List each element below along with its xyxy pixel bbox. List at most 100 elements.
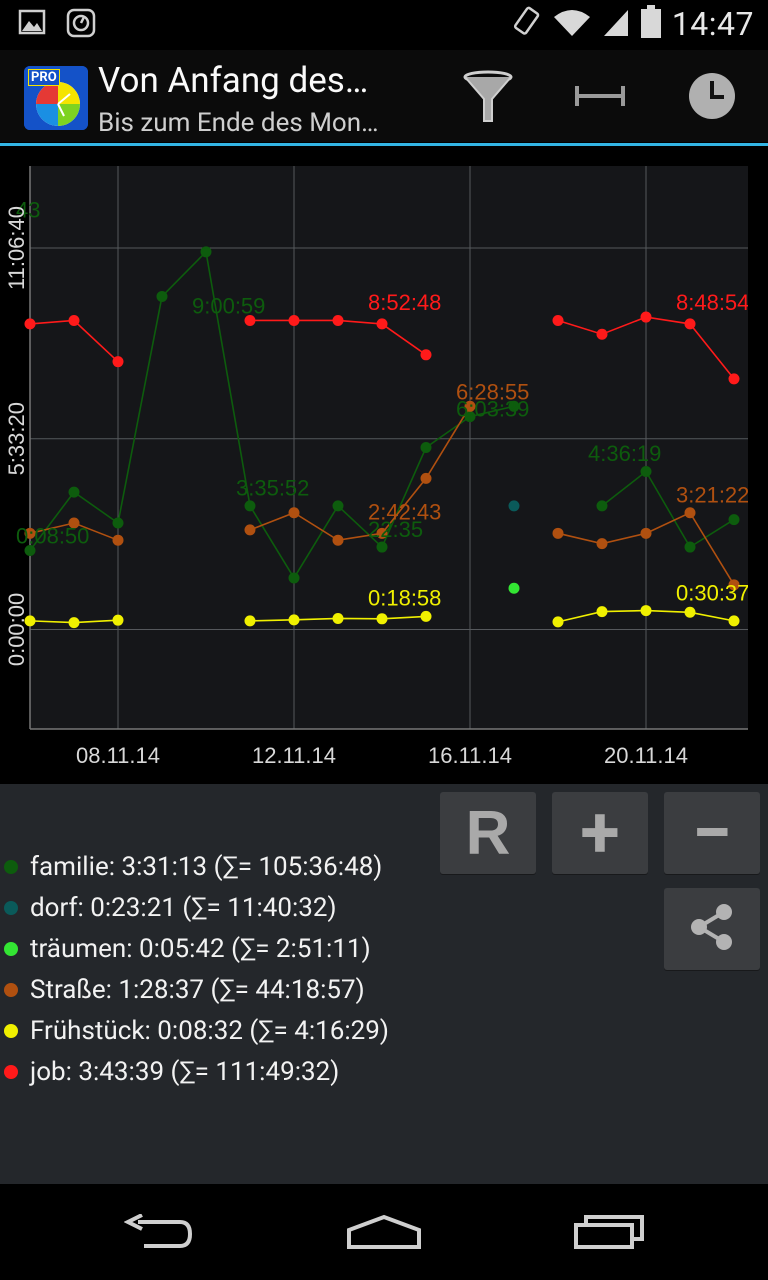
data-point xyxy=(332,314,344,326)
data-label: 8:52:48 xyxy=(368,290,441,315)
data-point xyxy=(376,318,388,330)
data-point xyxy=(552,314,564,326)
data-point xyxy=(684,541,696,553)
app-clock-icon xyxy=(66,8,96,42)
data-point xyxy=(596,606,608,618)
data-point xyxy=(464,400,476,412)
data-point xyxy=(68,314,80,326)
back-button[interactable] xyxy=(104,1204,214,1264)
range-icon xyxy=(573,84,627,112)
data-point xyxy=(420,442,432,453)
data-point xyxy=(332,534,344,546)
legend-item-fruehstueck: Frühstück: 0:08:32 (∑= 4:16:29) xyxy=(4,1016,389,1046)
reset-label: R xyxy=(465,798,511,868)
data-point xyxy=(640,466,652,478)
data-label: 4:36:19 xyxy=(588,441,661,466)
data-point xyxy=(596,538,608,550)
data-point xyxy=(332,612,344,624)
data-point xyxy=(552,527,564,539)
data-label: 3:35:52 xyxy=(236,476,309,501)
legend-dot xyxy=(4,860,18,874)
series-line xyxy=(249,405,471,542)
data-point xyxy=(508,582,520,594)
data-label: 6:28:55 xyxy=(456,379,529,404)
data-point xyxy=(640,605,652,617)
data-label: 0:18:58 xyxy=(368,585,441,610)
data-point xyxy=(68,617,80,629)
legend-item-traeumen: träumen: 0:05:42 (∑= 2:51:11) xyxy=(4,934,371,964)
series-line xyxy=(601,470,735,549)
navigation-bar xyxy=(0,1184,768,1280)
data-point xyxy=(640,311,652,323)
data-label: 3:21:22 xyxy=(676,482,749,507)
legend-label: Frühstück: 0:08:32 (∑= 4:16:29) xyxy=(30,1016,389,1046)
data-point xyxy=(552,616,564,628)
home-button[interactable] xyxy=(329,1204,439,1264)
data-label: 6:03:39 xyxy=(456,397,529,422)
share-button[interactable] xyxy=(664,888,760,970)
data-point xyxy=(68,517,80,529)
data-point xyxy=(112,614,124,626)
legend-item-familie: familie: 3:31:13 (∑= 105:36:48) xyxy=(4,852,382,882)
zoom-in-button[interactable]: + xyxy=(552,792,648,874)
status-bar: 14:47 xyxy=(0,0,768,50)
recents-button[interactable] xyxy=(554,1204,664,1264)
legend-item-job: job: 3:43:39 (∑= 111:49:32) xyxy=(4,1057,339,1087)
data-label: 0:30:37 xyxy=(676,580,749,605)
reset-button[interactable]: R xyxy=(440,792,536,874)
legend-dot xyxy=(4,983,18,997)
data-point xyxy=(596,328,608,340)
legend-dot xyxy=(4,901,18,915)
legend-item-dorf: dorf: 0:23:21 (∑= 11:40:32) xyxy=(4,893,337,923)
battery-icon xyxy=(640,5,662,43)
x-tick-label: 16.11.14 xyxy=(428,743,512,768)
data-point xyxy=(24,615,36,627)
data-point xyxy=(288,314,300,326)
data-point xyxy=(684,606,696,618)
data-point xyxy=(596,500,608,512)
back-icon xyxy=(123,1213,194,1254)
data-point xyxy=(684,507,696,519)
zoom-in-label: + xyxy=(580,790,620,875)
data-point xyxy=(24,318,36,330)
data-point xyxy=(508,400,520,412)
y-tick-label: 11:06:40 xyxy=(4,206,29,290)
clock-icon xyxy=(687,71,737,125)
data-label: 2:42:43 xyxy=(368,500,441,525)
data-point xyxy=(420,610,432,622)
filter-button[interactable] xyxy=(456,68,520,128)
data-point xyxy=(640,527,652,539)
data-point xyxy=(244,615,256,627)
data-point xyxy=(112,517,124,529)
x-tick-label: 08.11.14 xyxy=(76,743,160,768)
action-bar: PRO Von Anfang des… Bis zum Ende des Mon… xyxy=(0,50,768,146)
time-button[interactable] xyxy=(680,68,744,128)
action-bar-divider xyxy=(0,143,768,146)
home-icon xyxy=(346,1214,422,1254)
data-point xyxy=(728,579,740,591)
legend-label: job: 3:43:39 (∑= 111:49:32) xyxy=(30,1057,340,1087)
data-point xyxy=(112,356,124,368)
legend-panel: R + − familie: 3:31:13 (∑= 105:36:48) do… xyxy=(0,784,768,1184)
data-label: 22:35 xyxy=(368,517,423,542)
page-subtitle: Bis zum Ende des Mon… xyxy=(98,108,379,138)
data-label: 9:00:59 xyxy=(192,294,265,319)
data-label: 43 xyxy=(16,197,40,222)
legend-label: familie: 3:31:13 (∑= 105:36:48) xyxy=(30,852,383,882)
share-icon xyxy=(686,901,738,957)
chart-area[interactable]: 43 9:00:59 0:08:50 3:35:52 22:35 6:03:39 4:36:… xyxy=(0,146,768,784)
legend-dot xyxy=(4,1065,18,1079)
data-point xyxy=(200,246,212,258)
legend-label: dorf: 0:23:21 (∑= 11:40:32) xyxy=(30,893,337,923)
plot-edge-mask xyxy=(748,146,768,784)
zoom-out-button[interactable]: − xyxy=(664,792,760,874)
range-button[interactable] xyxy=(568,68,632,128)
data-point xyxy=(288,507,300,519)
zoom-out-label: − xyxy=(692,790,732,875)
status-clock: 14:47 xyxy=(671,5,754,43)
legend-label: träumen: 0:05:42 (∑= 2:51:11) xyxy=(30,934,371,964)
x-tick-label: 12.11.14 xyxy=(252,743,336,768)
line-chart[interactable]: 43 9:00:59 0:08:50 3:35:52 22:35 6:03:39 4:36:… xyxy=(0,146,768,784)
data-point xyxy=(376,613,388,625)
app-icon[interactable]: PRO xyxy=(24,66,88,130)
